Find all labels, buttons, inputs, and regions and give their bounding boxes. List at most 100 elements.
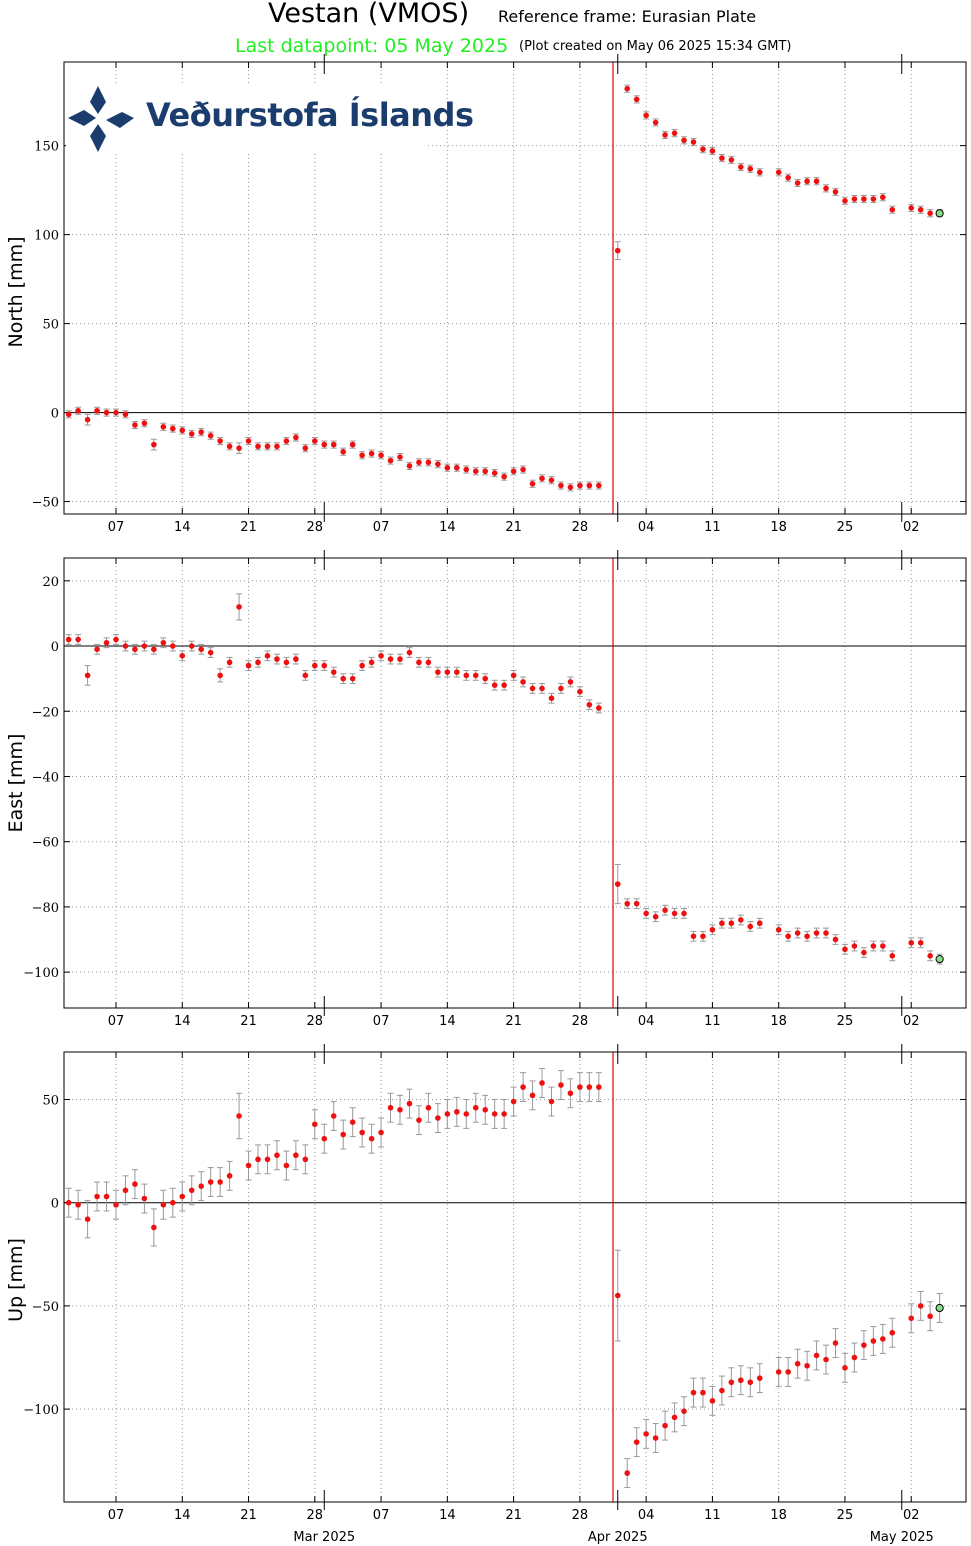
x-tick-label: 21	[505, 1014, 522, 1029]
data-point	[198, 646, 205, 653]
data-point	[491, 1111, 498, 1117]
data-point	[832, 189, 839, 195]
x-tick-label: 04	[638, 1014, 655, 1029]
data-point	[917, 206, 924, 213]
data-point	[558, 685, 564, 692]
x-tick-label: 07	[108, 1508, 125, 1523]
y-tick-label: 0	[51, 640, 59, 655]
header: Vestan (VMOS) Reference frame: Eurasian …	[0, 0, 971, 60]
data-point	[681, 1408, 687, 1414]
month-label: May 2025	[870, 1530, 934, 1545]
x-tick-label: 04	[638, 1508, 655, 1523]
data-point	[700, 1389, 706, 1396]
data-point	[349, 1119, 356, 1125]
data-point	[775, 926, 782, 933]
data-point	[700, 146, 706, 152]
data-point	[349, 675, 356, 682]
data-point	[321, 1135, 328, 1142]
data-point	[520, 466, 526, 473]
data-point	[510, 672, 517, 679]
data-point	[709, 926, 716, 933]
data-point	[719, 1387, 725, 1394]
data-point	[624, 85, 631, 92]
data-point	[681, 910, 687, 917]
data-point	[851, 196, 858, 202]
data-point	[283, 659, 290, 666]
data-point	[482, 1106, 489, 1113]
data-point	[804, 1362, 810, 1369]
data-point	[662, 132, 668, 138]
y-axis-label: North [mm]	[5, 236, 27, 347]
data-point	[529, 480, 536, 487]
data-point	[75, 407, 81, 414]
data-point	[728, 157, 735, 163]
data-point	[823, 185, 829, 192]
x-tick-label: 07	[373, 1014, 390, 1029]
data-point	[387, 457, 394, 464]
data-point	[65, 1199, 72, 1206]
data-point	[548, 477, 555, 483]
vedurstofa-logo: Veðurstofa Íslands	[66, 84, 474, 154]
data-point	[170, 1199, 176, 1206]
data-point	[671, 1414, 678, 1421]
data-point	[643, 910, 649, 917]
y-tick-label: −50	[32, 1300, 59, 1315]
data-point	[406, 463, 413, 469]
data-point	[84, 672, 91, 679]
data-point	[539, 1080, 545, 1086]
data-point	[861, 949, 867, 956]
data-point	[198, 1183, 205, 1189]
data-point	[596, 1084, 602, 1090]
data-point	[255, 659, 261, 666]
x-tick-label: 21	[240, 520, 257, 535]
data-point	[179, 427, 186, 434]
data-point	[813, 1352, 820, 1359]
data-point	[747, 165, 754, 172]
x-tick-label: 07	[108, 520, 125, 535]
data-point	[851, 943, 858, 949]
data-point	[65, 411, 72, 418]
data-point	[586, 1084, 593, 1090]
y-axis-label: East [mm]	[5, 734, 27, 833]
data-point	[132, 422, 138, 428]
data-point	[368, 1135, 375, 1142]
x-tick-label: 11	[704, 520, 721, 535]
data-point	[435, 461, 441, 467]
data-point	[264, 443, 271, 450]
x-tick-label: 21	[505, 520, 522, 535]
data-point	[141, 1195, 148, 1202]
data-point	[274, 443, 280, 450]
data-point	[927, 1313, 933, 1320]
data-point	[312, 1121, 318, 1128]
data-point	[738, 164, 744, 170]
data-point	[454, 1109, 460, 1115]
data-point	[435, 669, 441, 675]
data-point	[728, 920, 735, 927]
data-point	[113, 409, 119, 416]
x-tick-label: 21	[505, 1508, 522, 1523]
y-tick-label: 0	[51, 1197, 59, 1212]
data-point	[160, 639, 167, 646]
data-point	[652, 913, 659, 920]
data-point	[75, 1201, 81, 1208]
panel-3: −100 −50 0 50 07 14 21 28 07 14 21 28 04 11 18 25 02 Mar …	[5, 1044, 967, 1545]
data-point	[103, 639, 110, 646]
x-tick-label: 18	[770, 1014, 787, 1029]
x-tick-label: 28	[307, 1508, 324, 1523]
data-point	[671, 910, 678, 917]
data-point	[700, 933, 706, 940]
data-point	[917, 939, 924, 946]
data-point	[709, 1398, 716, 1404]
y-axis-label: Up [mm]	[5, 1238, 27, 1322]
x-tick-label: 11	[704, 1014, 721, 1029]
y-tick-label: −20	[32, 705, 59, 720]
data-point	[880, 1336, 886, 1342]
data-point	[75, 636, 81, 643]
data-point	[927, 210, 933, 217]
x-tick-label: 02	[903, 520, 920, 535]
x-tick-label: 02	[903, 1508, 920, 1523]
data-point	[756, 920, 763, 927]
data-point	[917, 1303, 924, 1309]
data-point	[567, 679, 574, 685]
